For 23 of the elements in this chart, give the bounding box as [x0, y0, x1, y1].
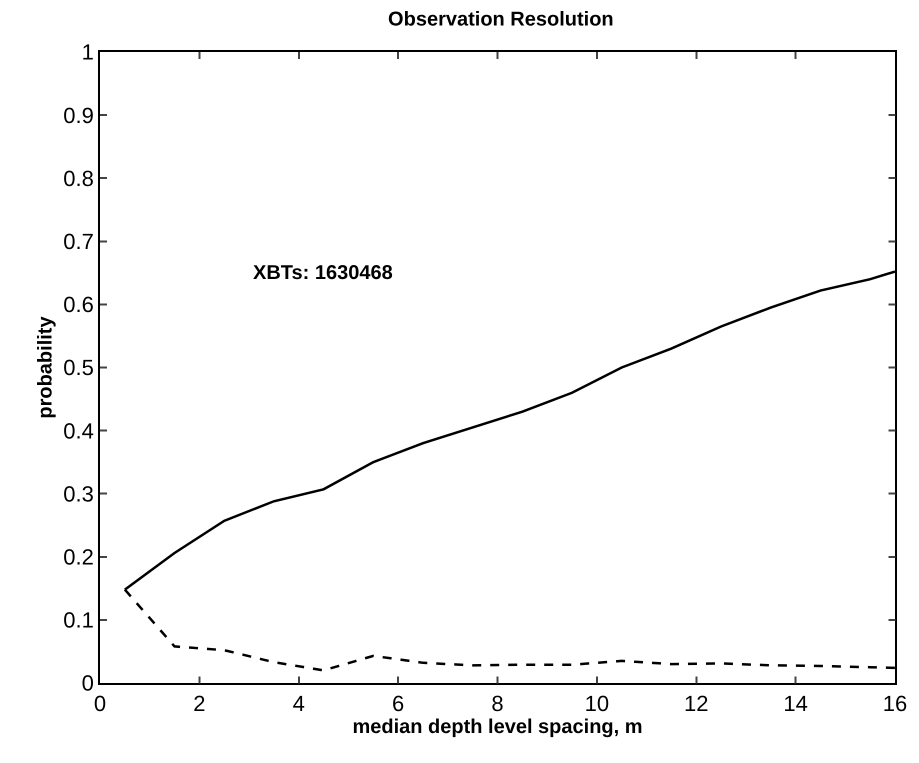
y-axis-title: probability [34, 316, 56, 419]
y-tick-label: 0.4 [63, 418, 94, 444]
y-tick-label: 0.2 [63, 544, 94, 570]
x-tick-label: 14 [783, 691, 808, 716]
y-tick-label: 0.7 [63, 229, 94, 254]
x-axis-title: median depth level spacing, m [352, 716, 643, 738]
y-tick-label: 0.3 [63, 481, 94, 506]
annotation: XBTs: 1630468 [253, 262, 393, 284]
x-tick-label: 12 [684, 691, 708, 716]
x-tick-label: 16 [882, 691, 908, 716]
y-tick-label: 0.9 [63, 102, 94, 128]
y-tick-label: 0 [82, 670, 94, 696]
y-tick-label: 1 [82, 40, 94, 65]
x-tick-label: 4 [292, 691, 305, 716]
y-tick-label: 0.1 [63, 608, 94, 633]
y-tick-label: 0.6 [63, 292, 94, 318]
y-tick-label: 0.8 [63, 166, 94, 191]
chart-title: Observation Resolution [388, 8, 614, 30]
x-tick-label: 2 [193, 691, 206, 716]
x-tick-label: 8 [491, 691, 504, 716]
y-tick-label: 0.5 [63, 355, 94, 380]
x-tick-label: 6 [392, 691, 404, 716]
x-tick-label: 10 [584, 691, 610, 716]
